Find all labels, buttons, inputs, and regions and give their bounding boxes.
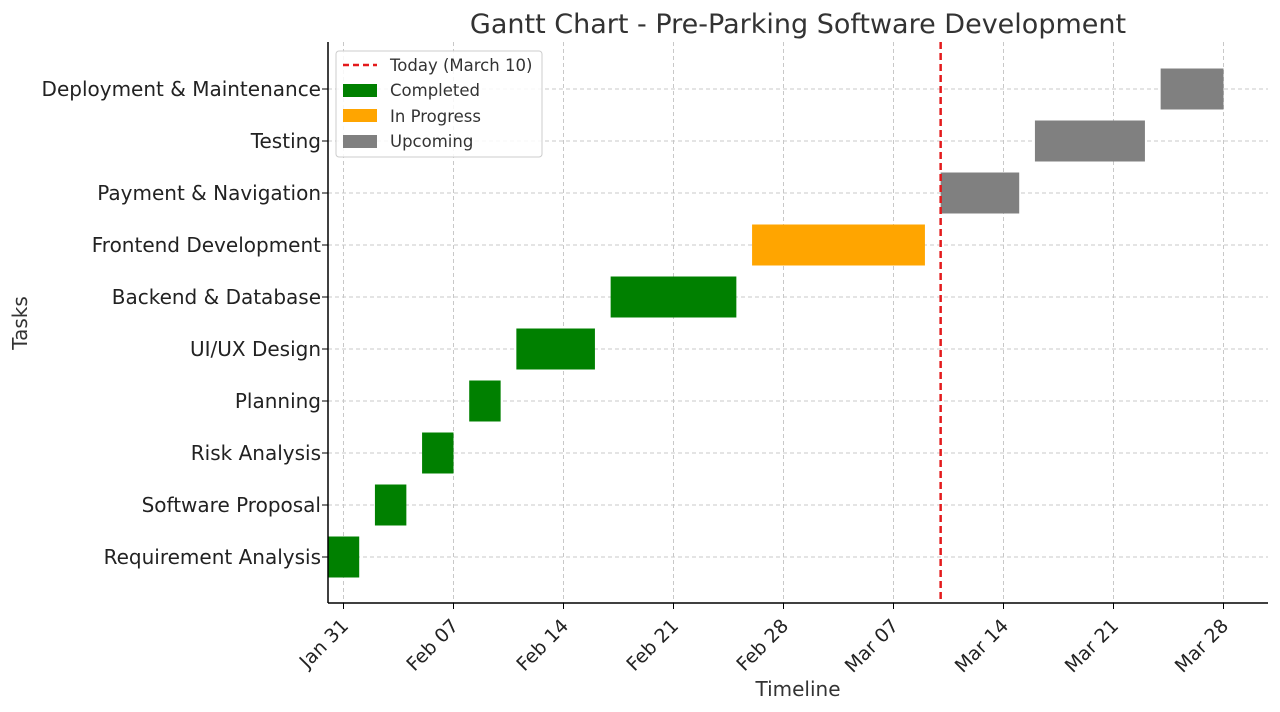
legend-upcoming-label: Upcoming <box>390 132 473 151</box>
legend-completed-label: Completed <box>390 81 480 100</box>
grid <box>328 42 1268 603</box>
task-bar-upcoming <box>940 172 1020 214</box>
task-bar-completed <box>374 484 407 526</box>
task-label: Requirement Analysis <box>104 545 321 569</box>
legend: Today (March 10) Completed In Progress U… <box>335 50 543 158</box>
task-bar-completed <box>422 432 454 474</box>
task-label: Testing <box>250 129 321 153</box>
legend-today-label: Today (March 10) <box>389 56 532 75</box>
y-axis-label: Tasks <box>8 296 32 351</box>
task-bar-completed <box>469 380 501 422</box>
task-bar-upcoming <box>1160 68 1224 110</box>
x-tick-label: Mar 14 <box>951 615 1013 677</box>
task-label: Payment & Navigation <box>97 181 321 205</box>
chart-title: Gantt Chart - Pre-Parking Software Devel… <box>470 9 1126 40</box>
x-tick-label: Feb 21 <box>622 615 683 676</box>
x-tick-label: Feb 14 <box>512 615 573 676</box>
task-label: Software Proposal <box>142 493 321 517</box>
task-label: Deployment & Maintenance <box>42 77 321 101</box>
x-tick-label: Jan 31 <box>295 615 353 673</box>
task-bar-upcoming <box>1034 120 1145 162</box>
x-axis-ticks: Jan 31 Feb 07 Feb 14 Feb 21 Feb 28 Mar 07 Mar … <box>295 603 1233 677</box>
task-bar-completed <box>328 536 360 578</box>
x-tick-label: Mar 07 <box>841 615 903 677</box>
legend-in-progress-swatch <box>343 109 377 122</box>
legend-completed-swatch <box>343 84 377 97</box>
y-axis-ticks: Requirement Analysis Software Proposal Ris… <box>42 77 328 569</box>
task-bar-completed <box>516 328 595 370</box>
x-tick-label: Mar 21 <box>1061 615 1123 677</box>
task-label: Backend & Database <box>112 285 321 309</box>
x-tick-label: Feb 07 <box>402 615 463 676</box>
legend-upcoming-swatch <box>343 135 377 148</box>
task-label: Risk Analysis <box>191 441 321 465</box>
x-tick-label: Mar 28 <box>1171 615 1233 677</box>
legend-in-progress-label: In Progress <box>390 107 481 126</box>
x-tick-label: Feb 28 <box>732 615 793 676</box>
task-bar-in-progress <box>752 224 925 266</box>
task-label: Planning <box>235 389 321 413</box>
task-bar-completed <box>610 276 737 318</box>
task-bars <box>328 68 1224 578</box>
legend-box <box>335 50 543 158</box>
task-label: UI/UX Design <box>190 337 321 361</box>
x-axis-label: Timeline <box>754 677 840 701</box>
task-label: Frontend Development <box>92 233 321 257</box>
